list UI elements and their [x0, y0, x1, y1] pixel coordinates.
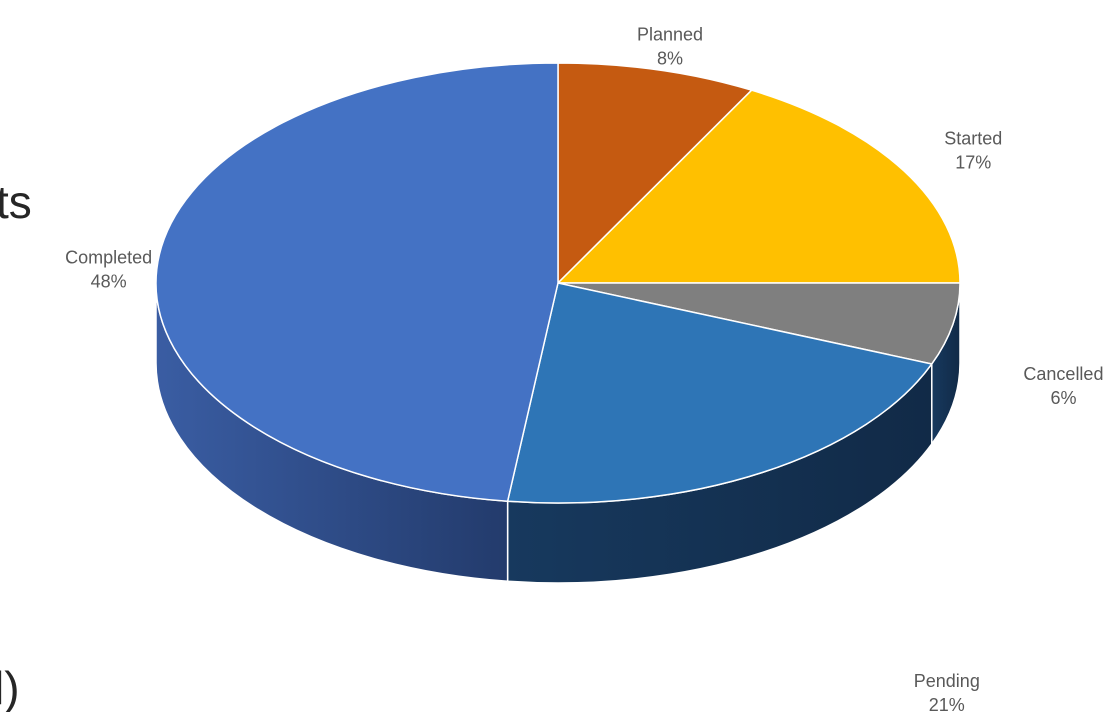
side-text-fragment-top: ts — [0, 176, 32, 228]
pie-slice-started — [557, 89, 961, 284]
pie-slice-planned — [557, 62, 753, 284]
pie-slice-cancelled — [557, 282, 961, 365]
pie-slice-completed — [155, 62, 559, 503]
pie-top-faces — [155, 62, 961, 504]
side-text-fragment-bottom: l) — [0, 662, 20, 712]
data-label-planned: Planned 8% — [637, 24, 703, 68]
data-label-pending: Pending 21% — [914, 671, 980, 712]
data-label-started: Started 17% — [944, 129, 1002, 173]
data-label-completed: Completed 48% — [65, 248, 152, 292]
data-label-cancelled: Cancelled 6% — [1023, 364, 1103, 408]
pie-slice-pending — [506, 282, 933, 504]
pie-labels: Planned 8% Started 17% Cancelled 6% Pending 21%… — [65, 24, 1103, 714]
